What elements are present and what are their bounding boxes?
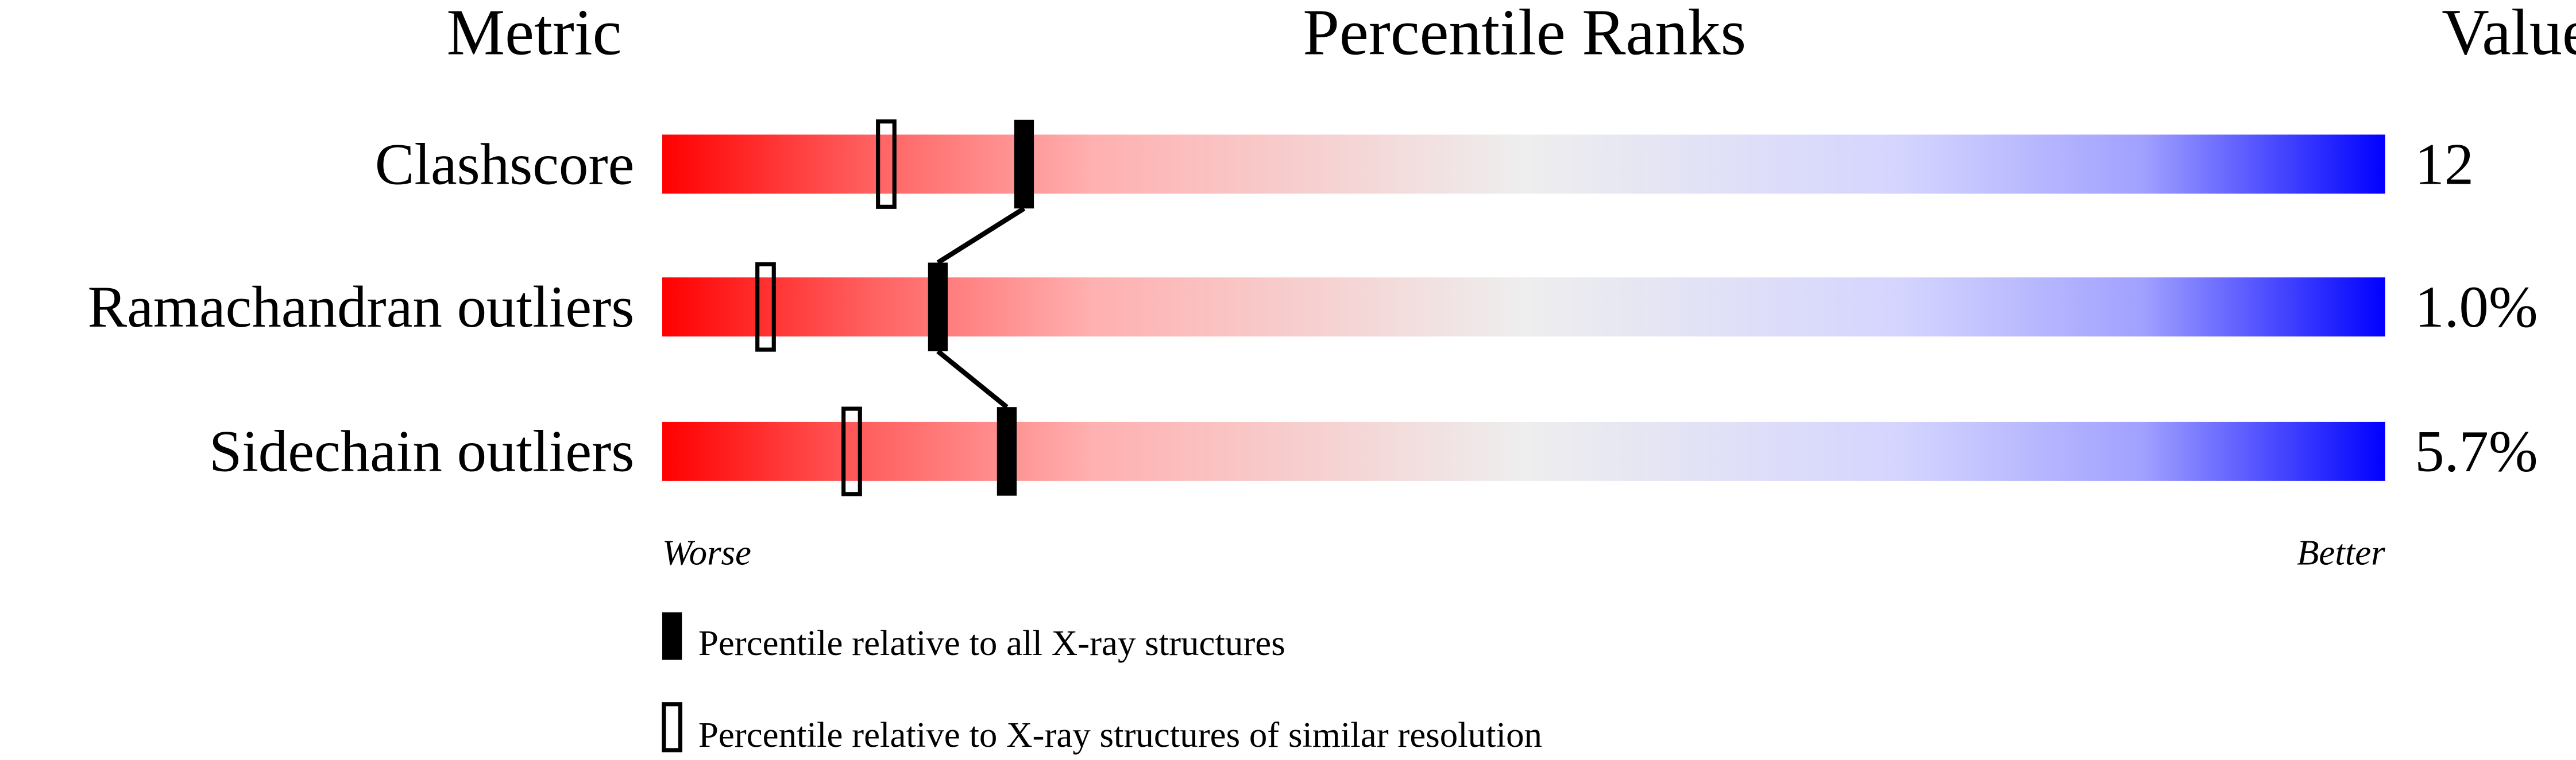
legend-filled-marker-icon <box>662 612 682 660</box>
metric-value: 1.0% <box>2415 274 2538 340</box>
better-label: Better <box>2297 533 2385 573</box>
all-structures-marker <box>1014 119 1034 209</box>
marker-connector <box>936 206 1026 265</box>
percentile-bar <box>662 277 2385 337</box>
all-structures-marker <box>997 407 1017 496</box>
worse-label: Worse <box>662 533 751 573</box>
all-structures-marker <box>928 262 948 351</box>
similar-resolution-marker <box>755 262 776 352</box>
similar-resolution-marker <box>841 406 862 497</box>
legend-label-all: Percentile relative to all X-ray structu… <box>698 623 1285 663</box>
metric-value: 5.7% <box>2415 419 2538 484</box>
header-percentile-ranks: Percentile Ranks <box>1303 0 1746 68</box>
metric-label: Sidechain outliers <box>209 419 634 484</box>
header-value: Value <box>2442 0 2576 68</box>
header-metric: Metric <box>447 0 622 68</box>
percentile-bar <box>662 134 2385 194</box>
marker-connector <box>936 349 1009 409</box>
legend-label-similar: Percentile relative to X-ray structures … <box>698 715 1542 755</box>
metric-value: 12 <box>2415 131 2474 197</box>
metric-label: Ramachandran outliers <box>88 274 635 340</box>
percentile-bar <box>662 421 2385 481</box>
metric-label: Clashscore <box>375 131 635 197</box>
legend-open-marker-icon <box>662 702 683 753</box>
similar-resolution-marker <box>876 119 897 209</box>
